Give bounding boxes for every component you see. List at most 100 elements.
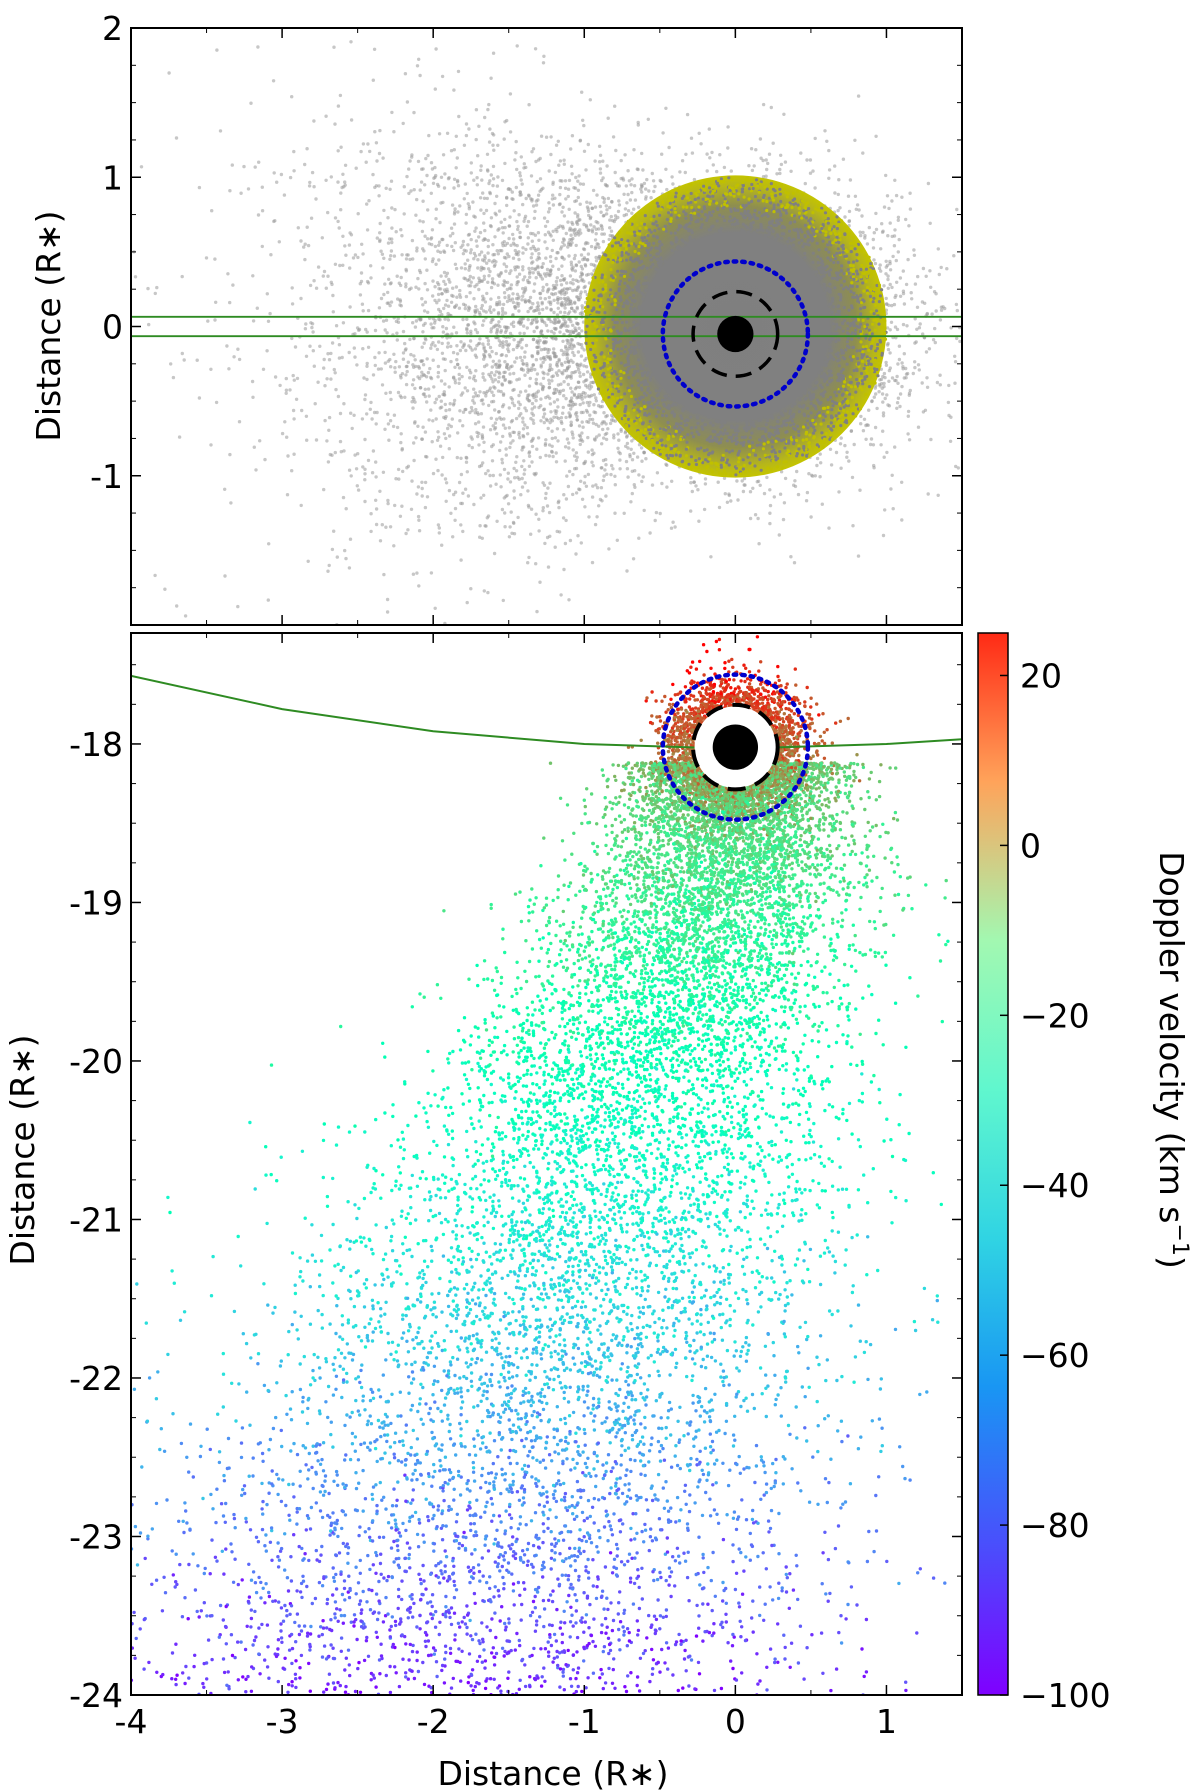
particle-point (633, 485, 637, 489)
particle-point (482, 589, 486, 593)
particle-point (939, 308, 944, 312)
particle-point (859, 422, 863, 426)
particle-point (478, 278, 482, 283)
particle-point (520, 485, 525, 489)
particle-point (378, 221, 382, 226)
particle-point (457, 377, 462, 381)
particle-point (511, 347, 516, 352)
particle-point (394, 319, 399, 324)
particle-point (209, 367, 213, 371)
particle-point (554, 279, 559, 284)
particle-point (563, 360, 567, 364)
particle-point (574, 329, 578, 333)
particle-point (290, 302, 295, 306)
particle-point (901, 322, 906, 327)
particle-point (496, 380, 501, 384)
particle-point (493, 427, 497, 431)
particle-point (499, 485, 503, 489)
particle-point (578, 487, 582, 492)
particle-point (472, 178, 476, 182)
particle-point (404, 257, 409, 261)
particle-point (523, 350, 527, 354)
particle-point (768, 503, 773, 508)
particle-point (544, 491, 548, 496)
particle-point (546, 329, 550, 333)
particle-point (579, 354, 584, 358)
particle-point (420, 370, 424, 374)
particle-point (632, 207, 636, 211)
particle-point (761, 189, 764, 192)
particle-point (291, 408, 296, 413)
particle-point (536, 231, 541, 235)
particle-point (901, 291, 906, 296)
particle-point (883, 508, 887, 512)
particle-point (750, 168, 755, 173)
particle-point (865, 310, 868, 313)
particle-point (681, 232, 684, 235)
particle-point (401, 351, 406, 355)
particle-point (916, 425, 921, 429)
particle-point (521, 433, 525, 438)
particle-point (514, 185, 518, 190)
particle-point (452, 398, 457, 403)
particle-point (290, 286, 294, 290)
particle-point (632, 483, 636, 487)
particle-point (508, 130, 513, 134)
particle-point (513, 248, 517, 253)
particle-point (326, 274, 330, 278)
particle-point (517, 393, 521, 398)
particle-point (530, 460, 534, 464)
particle-point (955, 207, 959, 212)
particle-point (555, 313, 560, 317)
particle-point (305, 438, 309, 442)
particle-point (385, 331, 389, 335)
particle-point (547, 381, 552, 386)
particle-point (465, 317, 469, 321)
particle-point (503, 217, 507, 222)
particle-point (705, 169, 709, 173)
particle-point (766, 161, 770, 166)
particle-point (501, 302, 506, 307)
particle-point (872, 463, 876, 468)
particle-point (628, 198, 633, 202)
particle-point (569, 233, 573, 237)
particle-point (416, 276, 420, 281)
particle-point (751, 397, 754, 400)
particle-point (925, 311, 929, 316)
particle-point (395, 331, 399, 335)
particle-point (489, 285, 494, 290)
particle-point (489, 297, 493, 301)
particle-point (488, 428, 493, 432)
particle-point (887, 379, 891, 383)
particle-point (913, 341, 917, 345)
particle-point (482, 319, 486, 323)
particle-point (500, 249, 504, 253)
particle-point (1001, 320, 1004, 323)
particle-point (551, 283, 556, 288)
particle-point (930, 312, 934, 316)
particle-point (641, 475, 645, 479)
particle-point (337, 226, 341, 230)
particle-point (778, 171, 782, 176)
particle-point (567, 446, 571, 450)
particle-point (260, 244, 264, 249)
particle-point (554, 143, 559, 147)
particle-point (360, 302, 365, 306)
particle-point (512, 403, 517, 408)
particle-point (732, 409, 735, 412)
particle-point (570, 390, 574, 394)
particle-point (560, 264, 564, 268)
particle-point (503, 511, 507, 515)
particle-point (598, 497, 603, 502)
particle-point (447, 408, 452, 412)
particle-point (515, 275, 519, 279)
particle-point (423, 183, 427, 187)
particle-point (435, 347, 440, 352)
particle-point (378, 238, 382, 242)
particle-point (1012, 278, 1015, 281)
particle-point (761, 102, 766, 107)
particle-point (299, 239, 303, 243)
particle-point (541, 186, 545, 190)
particle-point (592, 263, 596, 267)
particle-point (563, 541, 568, 546)
